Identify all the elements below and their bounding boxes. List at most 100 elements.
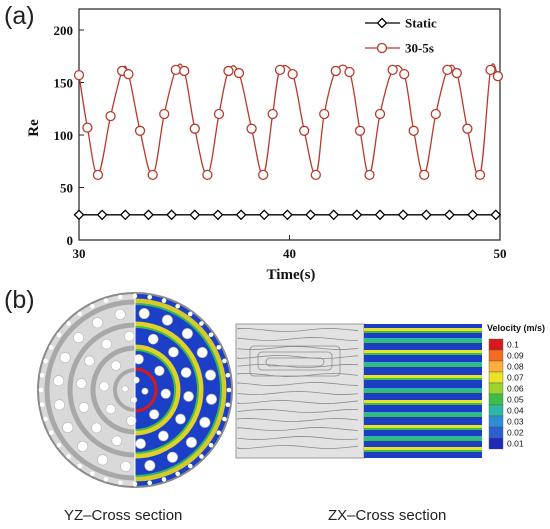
disk-hole [91, 422, 102, 434]
disk-hole [84, 355, 95, 367]
streamline [237, 391, 359, 395]
data-point [328, 209, 340, 221]
legend-label: 30-5s [405, 41, 434, 56]
disk-hole [92, 317, 104, 329]
velocity-band [364, 412, 482, 415]
velocity-band [364, 338, 482, 341]
rim-hole [43, 416, 48, 422]
zx-cross-section-image [235, 323, 482, 459]
disk-hole [59, 352, 71, 364]
rim-hole [161, 298, 167, 303]
rim-hole [103, 477, 109, 482]
rim-hole [117, 294, 123, 300]
rim-hole [66, 321, 71, 326]
streamline [237, 427, 359, 431]
data-point [134, 125, 146, 136]
velocity-band [364, 388, 482, 391]
velocity-band [364, 353, 482, 355]
data-point [351, 209, 363, 221]
legend-color-swatch [488, 393, 504, 406]
data-point [442, 64, 453, 76]
data-point [364, 169, 375, 181]
disk-hole [161, 314, 173, 326]
disk-hole [166, 451, 178, 463]
data-point [189, 209, 201, 221]
velocity-band [364, 341, 482, 343]
disk-hole [180, 367, 192, 378]
disk-hole [147, 333, 159, 345]
rim-hole [199, 321, 204, 326]
rim-hole [66, 454, 71, 459]
streamline [237, 400, 359, 405]
disk-hole [181, 328, 193, 340]
rim-hole [147, 480, 153, 486]
data-point [451, 67, 462, 79]
disk-hole [120, 460, 132, 472]
disk-hole [130, 396, 138, 404]
rim-hole [187, 463, 193, 469]
rim-hole [56, 442, 62, 448]
velocity-band [364, 450, 482, 452]
velocity-band [364, 375, 482, 378]
data-point [105, 110, 116, 122]
data-point [189, 123, 200, 134]
disk-hole [133, 354, 144, 365]
data-point [246, 123, 257, 134]
legend-level-label: 0.04 [507, 406, 524, 416]
rim-hole [175, 303, 180, 309]
rim-hole [117, 480, 123, 486]
streamline [237, 418, 359, 422]
streamline [237, 445, 359, 449]
velocity-band [364, 439, 482, 441]
disk-hole [99, 381, 110, 392]
rim-hole [38, 387, 44, 393]
data-point [354, 125, 366, 136]
rim-hole [56, 332, 62, 338]
legend-color-swatch [488, 426, 504, 439]
disk-hole [185, 436, 197, 448]
legend-level-label: 0.07 [507, 373, 524, 383]
legend-level-label: 0.01 [507, 439, 524, 449]
vortex-loop [257, 351, 333, 371]
zx-caption: ZX–Cross section [328, 507, 447, 524]
disk-hole [199, 416, 211, 428]
disk-hole [114, 308, 126, 320]
data-point [420, 209, 432, 221]
data-point [212, 209, 224, 221]
rim-hole [147, 294, 153, 300]
rim-hole [175, 471, 180, 477]
streamline [237, 436, 359, 441]
velocity-band [364, 428, 482, 430]
velocity-band [364, 378, 482, 380]
data-point [387, 64, 398, 76]
legend-color-swatch [488, 382, 504, 395]
legend-level-label: 0.09 [507, 351, 524, 361]
data-point [467, 209, 479, 221]
velocity-band [364, 436, 482, 439]
re-time-chart: 0 50 100 150 200 30 40 50 Static 30-5s Re Time(s… [26, 8, 507, 283]
legend-color-swatch [488, 338, 504, 351]
disk-hole [62, 421, 74, 433]
disk-hole [76, 378, 87, 389]
data-point [299, 125, 310, 136]
velocity-band [364, 350, 482, 353]
data-point [159, 108, 170, 120]
velocity-band [364, 365, 482, 367]
x-axis-label: Time(s) [267, 267, 316, 283]
rim-hole [199, 454, 204, 459]
y-tick-label: 100 [54, 128, 74, 143]
velocity-legend-title: Velocity (m/s) [487, 323, 545, 333]
rim-hole [216, 430, 222, 435]
data-point [202, 169, 213, 181]
streamline [237, 346, 359, 350]
data-point [235, 209, 247, 221]
legend-level-label: 0.03 [507, 417, 524, 427]
data-point [408, 125, 419, 136]
streamline [237, 382, 359, 386]
vortex-loop [249, 345, 341, 377]
data-point [374, 108, 386, 120]
data-point [119, 209, 131, 221]
data-point [462, 123, 473, 134]
data-point [147, 169, 158, 181]
disk-hole [135, 438, 146, 450]
